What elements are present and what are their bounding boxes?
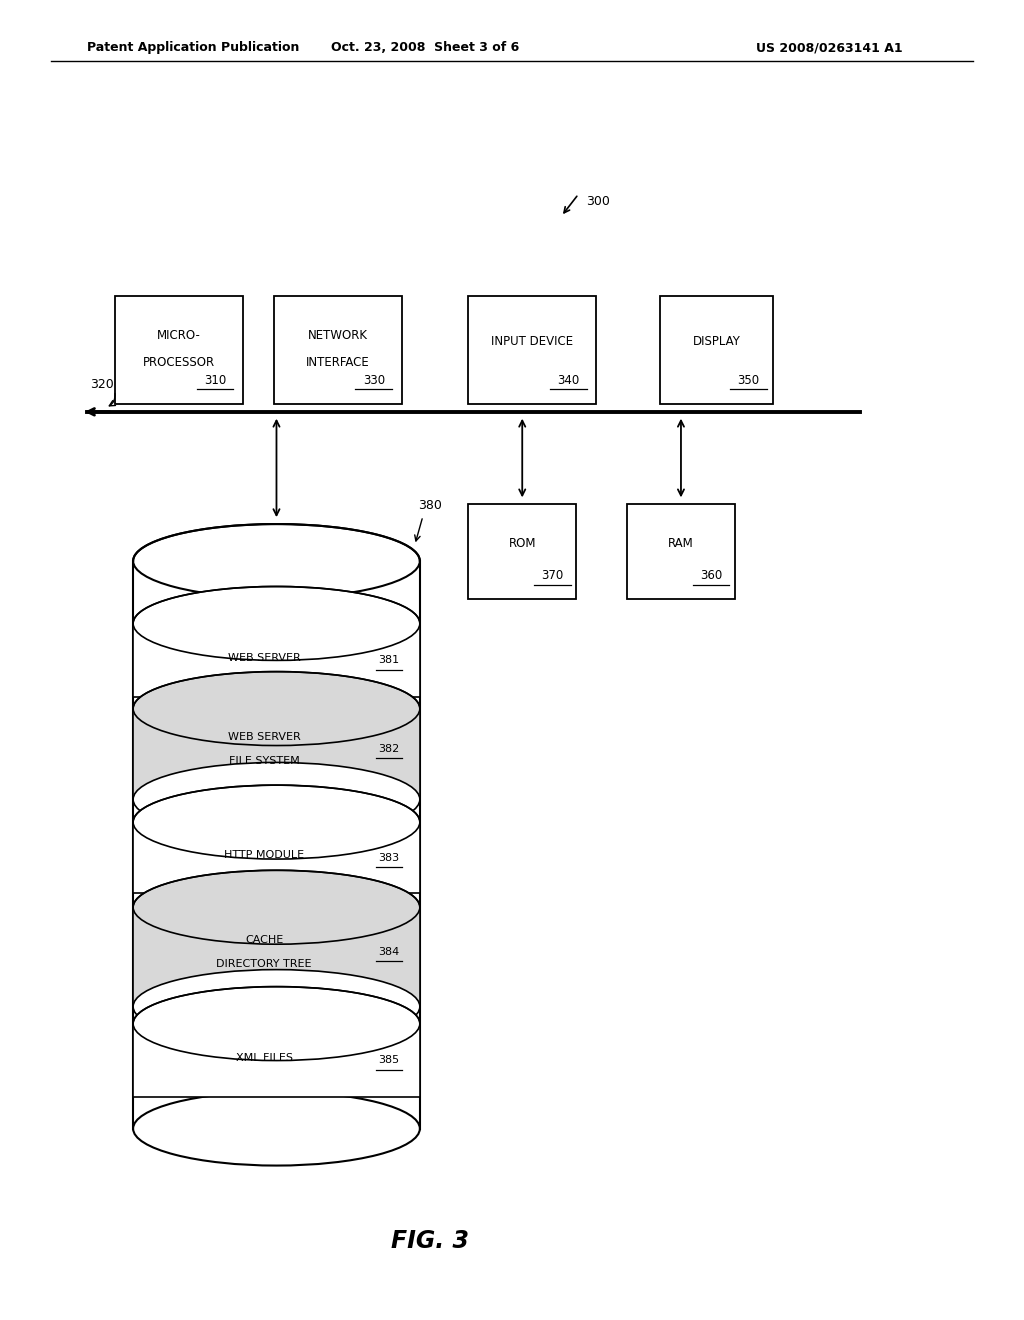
Ellipse shape [133,970,420,1044]
Text: XML FILES: XML FILES [236,1053,293,1063]
Bar [133,907,420,1007]
Text: Patent Application Publication: Patent Application Publication [87,41,299,54]
Text: RAM: RAM [668,537,694,550]
Bar [133,709,420,800]
Bar [469,504,575,599]
Ellipse shape [133,870,420,944]
Bar [627,504,735,599]
Bar [469,296,596,404]
Ellipse shape [133,586,420,660]
Text: 384: 384 [379,946,399,957]
Ellipse shape [133,986,420,1060]
Text: MICRO-: MICRO- [158,329,201,342]
Text: WEB SERVER: WEB SERVER [227,652,301,663]
Text: INTERFACE: INTERFACE [306,356,370,370]
Text: INPUT DEVICE: INPUT DEVICE [492,335,573,348]
Text: CACHE: CACHE [245,935,284,945]
Text: WEB SERVER: WEB SERVER [227,731,301,742]
Text: 370: 370 [542,569,563,582]
Text: Oct. 23, 2008  Sheet 3 of 6: Oct. 23, 2008 Sheet 3 of 6 [331,41,519,54]
Ellipse shape [133,672,420,746]
Ellipse shape [133,1092,420,1166]
Text: 340: 340 [557,374,580,387]
Ellipse shape [133,785,420,859]
Text: 350: 350 [737,374,760,387]
Text: 310: 310 [204,374,226,387]
Text: HTTP MODULE: HTTP MODULE [224,850,304,859]
Text: 300: 300 [586,195,609,209]
Ellipse shape [133,763,420,837]
Bar [133,1023,420,1097]
Text: DISPLAY: DISPLAY [693,335,740,348]
Text: ROM: ROM [509,537,536,550]
Text: 383: 383 [379,853,399,862]
Text: 330: 330 [362,374,385,387]
Text: US 2008/0263141 A1: US 2008/0263141 A1 [756,41,903,54]
Text: 382: 382 [379,743,399,754]
Text: DIRECTORY TREE: DIRECTORY TREE [216,958,312,969]
Text: 381: 381 [379,655,399,665]
Text: FIG. 3: FIG. 3 [391,1229,469,1253]
Text: 380: 380 [418,499,442,512]
Text: PROCESSOR: PROCESSOR [143,356,215,370]
Bar [133,623,420,697]
Ellipse shape [133,524,420,598]
Bar [133,822,420,894]
Text: NETWORK: NETWORK [308,329,368,342]
Text: 360: 360 [700,569,722,582]
Text: FILE SYSTEM: FILE SYSTEM [228,755,300,766]
Text: 385: 385 [379,1056,399,1065]
Text: 320: 320 [90,378,114,391]
Bar [274,296,401,404]
Bar [660,296,773,404]
Bar [115,296,244,404]
